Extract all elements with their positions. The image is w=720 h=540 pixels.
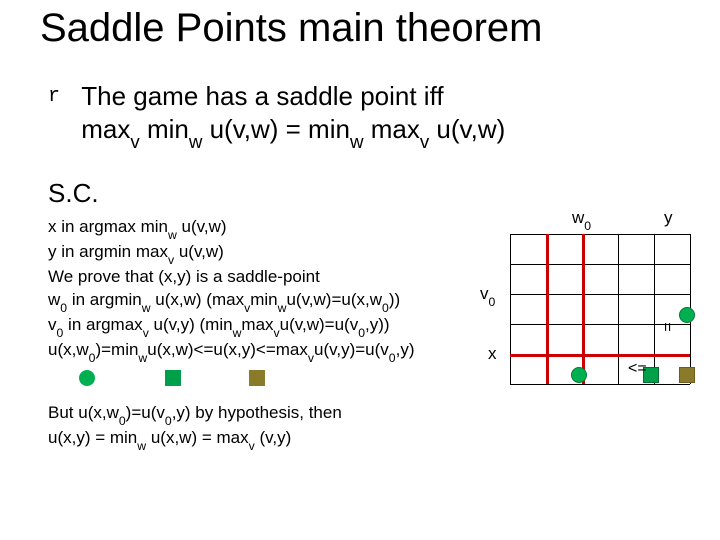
diagram-point-v0y-icon (679, 307, 695, 323)
legend-square-brown-icon (249, 370, 265, 386)
proof-line: x in argmax minw u(v,w) (48, 216, 478, 241)
grid-highlight-col (582, 234, 585, 384)
proof2-line: But u(x,w0)=u(v0,y) by hypothesis, then (48, 402, 478, 427)
grid-hline (510, 384, 690, 385)
proof2-line: u(x,y) = minw u(x,w) = maxv (v,y) (48, 427, 478, 452)
proof-line: We prove that (x,y) is a saddle-point (48, 266, 478, 289)
grid-highlight-col (546, 234, 549, 384)
grid-hline (510, 234, 690, 235)
grid-highlight-row (510, 354, 690, 357)
proof-line: y in argmin maxv u(v,w) (48, 241, 478, 266)
grid-hline (510, 264, 690, 265)
proof-block: x in argmax minw u(v,w) y in argmin maxv… (48, 216, 478, 363)
grid-vline (510, 234, 511, 384)
bullet-line2: maxv minw u(v,w) = minw maxv u(v,w) (81, 114, 505, 144)
proof-line: u(x,w0)=minwu(x,w)<=u(x,y)<=maxvu(v,y)=u… (48, 339, 478, 364)
diagram-label-x: x (488, 344, 497, 364)
legend-circle-green-icon (79, 370, 95, 386)
legend-square-green-icon (165, 370, 181, 386)
diagram-point-right-icon (679, 367, 695, 383)
proof-line: v0 in argmaxv u(v,y) (minwmaxvu(v,w)=u(v… (48, 314, 478, 339)
diagram-point-xw0-icon (571, 367, 587, 383)
slide: Saddle Points main theorem r The game ha… (0, 0, 720, 540)
diagram-label-y: y (664, 208, 673, 228)
main-bullet: r The game has a saddle point iff maxv m… (48, 80, 690, 149)
slide-title: Saddle Points main theorem (40, 6, 543, 51)
bullet-text: The game has a saddle point iff maxv min… (81, 80, 505, 149)
grid-hline (510, 294, 690, 295)
bullet-marker: r (48, 80, 74, 109)
diagram-leq-label: <= (628, 360, 647, 378)
grid-diagram: w0 y v0 x (478, 210, 698, 400)
diagram-eq-vertical-label: = (658, 322, 676, 331)
diagram-label-w0: w0 (572, 208, 591, 230)
grid-vline (654, 234, 655, 384)
sc-heading: S.C. (48, 178, 99, 209)
bullet-line1: The game has a saddle point iff (81, 81, 443, 111)
diagram-label-v0: v0 (480, 284, 495, 306)
proof-line: w0 in argminw u(x,w) (maxvminwu(v,w)=u(x… (48, 289, 478, 314)
grid-vline (618, 234, 619, 384)
proof-conclusion: But u(x,w0)=u(v0,y) by hypothesis, then … (48, 402, 478, 452)
grid-lines (510, 234, 690, 384)
